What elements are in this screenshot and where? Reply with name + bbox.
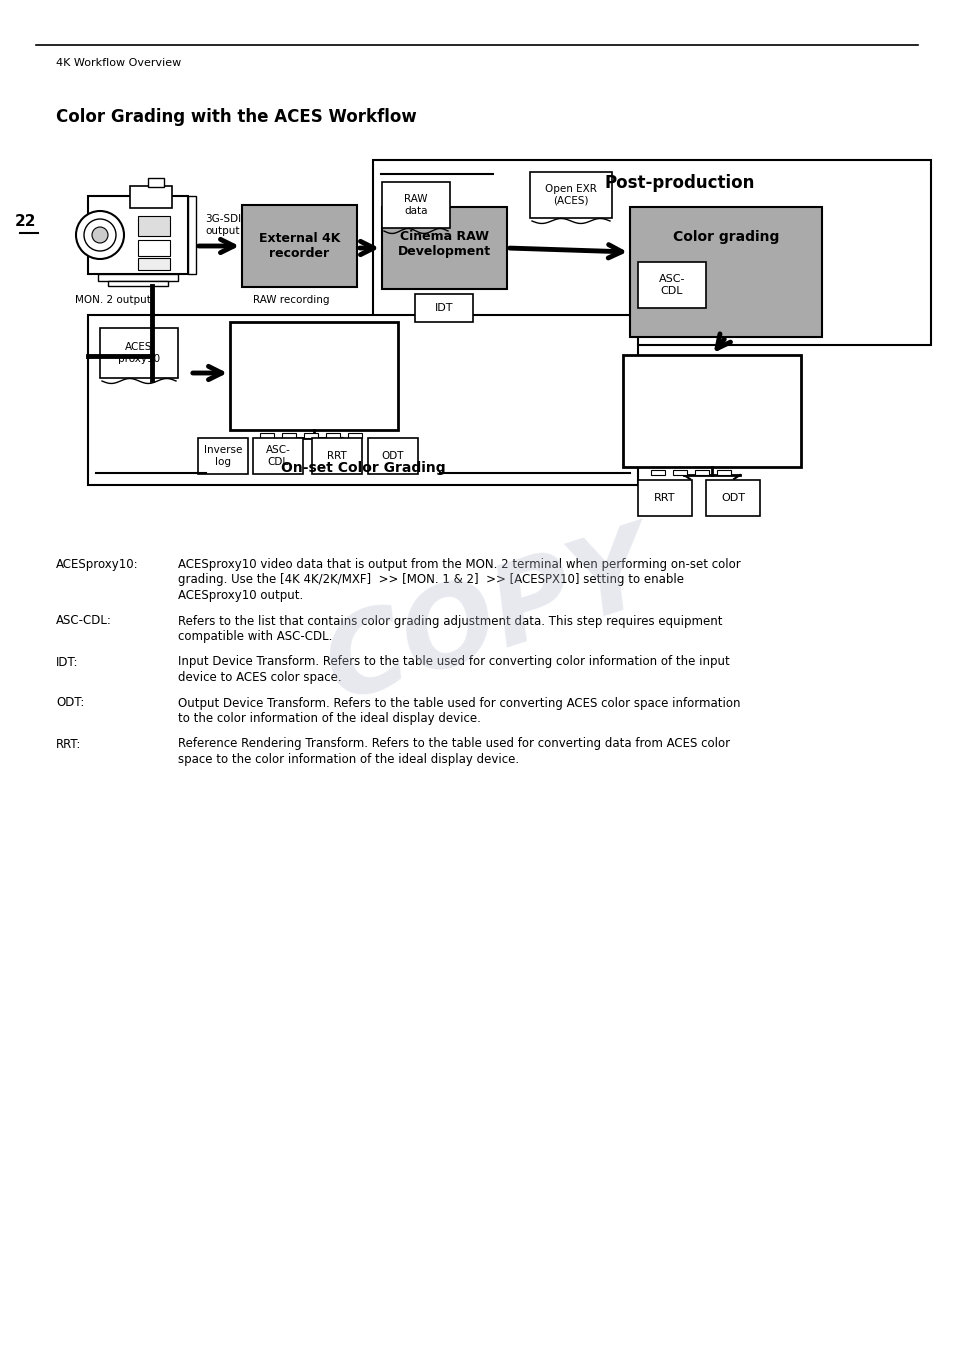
Text: ACESproxy10:: ACESproxy10:	[56, 558, 138, 572]
Circle shape	[76, 212, 124, 259]
Text: RRT:: RRT:	[56, 737, 81, 751]
FancyBboxPatch shape	[88, 195, 188, 274]
FancyBboxPatch shape	[368, 438, 417, 474]
Text: Post-production: Post-production	[604, 174, 754, 191]
Text: ACES
proxy10: ACES proxy10	[118, 342, 160, 364]
FancyBboxPatch shape	[381, 208, 506, 288]
Text: ASC-
CDL: ASC- CDL	[265, 445, 290, 466]
Text: 4K Workflow Overview: 4K Workflow Overview	[56, 58, 181, 67]
FancyBboxPatch shape	[638, 262, 705, 307]
FancyBboxPatch shape	[100, 328, 178, 377]
Text: RAW
data: RAW data	[404, 194, 427, 216]
Text: Inverse
log: Inverse log	[204, 445, 242, 466]
FancyBboxPatch shape	[282, 433, 295, 438]
FancyBboxPatch shape	[650, 470, 664, 474]
Text: space to the color information of the ideal display device.: space to the color information of the id…	[178, 754, 518, 766]
Text: to the color information of the ideal display device.: to the color information of the ideal di…	[178, 712, 480, 725]
FancyBboxPatch shape	[98, 274, 178, 280]
Text: Color grading: Color grading	[672, 231, 779, 244]
FancyBboxPatch shape	[242, 205, 356, 287]
Text: RRT: RRT	[654, 493, 675, 503]
FancyBboxPatch shape	[253, 438, 303, 474]
FancyBboxPatch shape	[138, 257, 170, 270]
Text: IDT: IDT	[435, 303, 453, 313]
FancyBboxPatch shape	[381, 182, 450, 228]
Text: Refers to the list that contains color grading adjustment data. This step requir: Refers to the list that contains color g…	[178, 615, 721, 628]
FancyBboxPatch shape	[260, 433, 274, 438]
FancyBboxPatch shape	[130, 186, 172, 208]
FancyBboxPatch shape	[138, 216, 170, 236]
FancyBboxPatch shape	[530, 173, 612, 218]
Text: ODT:: ODT:	[56, 697, 84, 709]
Text: Cinema RAW
Development: Cinema RAW Development	[397, 231, 491, 257]
Text: External 4K
recorder: External 4K recorder	[258, 232, 340, 260]
Circle shape	[84, 218, 116, 251]
FancyBboxPatch shape	[695, 470, 708, 474]
Text: ACESproxy10 output.: ACESproxy10 output.	[178, 589, 303, 603]
FancyBboxPatch shape	[108, 280, 168, 286]
Text: grading. Use the [4K 4K/2K/MXF]  >> [MON. 1 & 2]  >> [ACESPX10] setting to enabl: grading. Use the [4K 4K/2K/MXF] >> [MON.…	[178, 573, 683, 586]
Text: COPY: COPY	[313, 516, 666, 723]
FancyBboxPatch shape	[622, 355, 801, 466]
Text: compatible with ASC-CDL.: compatible with ASC-CDL.	[178, 630, 332, 643]
Text: MON. 2 output: MON. 2 output	[75, 295, 151, 305]
FancyBboxPatch shape	[304, 433, 317, 438]
FancyBboxPatch shape	[88, 315, 638, 485]
Text: ACESproxy10 video data that is output from the MON. 2 terminal when performing o: ACESproxy10 video data that is output fr…	[178, 558, 740, 572]
Text: 22: 22	[15, 214, 37, 229]
Text: ASC-
CDL: ASC- CDL	[659, 274, 684, 295]
Text: ODT: ODT	[381, 452, 404, 461]
Text: Input Device Transform. Refers to the table used for converting color informatio: Input Device Transform. Refers to the ta…	[178, 655, 729, 669]
Text: RAW recording: RAW recording	[253, 295, 330, 305]
Text: On-set Color Grading: On-set Color Grading	[280, 461, 445, 474]
FancyBboxPatch shape	[705, 480, 760, 516]
FancyBboxPatch shape	[373, 160, 930, 345]
Text: Reference Rendering Transform. Refers to the table used for converting data from: Reference Rendering Transform. Refers to…	[178, 737, 729, 751]
FancyBboxPatch shape	[198, 438, 248, 474]
FancyBboxPatch shape	[230, 322, 397, 430]
FancyBboxPatch shape	[672, 470, 686, 474]
Text: ASC-CDL:: ASC-CDL:	[56, 615, 112, 628]
Text: Color Grading with the ACES Workflow: Color Grading with the ACES Workflow	[56, 108, 416, 125]
Text: device to ACES color space.: device to ACES color space.	[178, 671, 341, 683]
Text: Output Device Transform. Refers to the table used for converting ACES color spac: Output Device Transform. Refers to the t…	[178, 697, 740, 709]
Text: Open EXR
(ACES): Open EXR (ACES)	[544, 185, 597, 206]
Text: IDT:: IDT:	[56, 655, 78, 669]
FancyBboxPatch shape	[326, 433, 339, 438]
FancyBboxPatch shape	[188, 195, 195, 274]
Text: ODT: ODT	[720, 493, 744, 503]
Text: 3G-SDI
output: 3G-SDI output	[205, 214, 241, 236]
FancyBboxPatch shape	[629, 208, 821, 337]
FancyBboxPatch shape	[415, 294, 473, 322]
Text: RRT: RRT	[327, 452, 347, 461]
FancyBboxPatch shape	[138, 240, 170, 256]
FancyBboxPatch shape	[638, 480, 691, 516]
FancyBboxPatch shape	[148, 178, 164, 187]
Circle shape	[91, 226, 108, 243]
FancyBboxPatch shape	[717, 470, 730, 474]
FancyBboxPatch shape	[348, 433, 361, 438]
FancyBboxPatch shape	[312, 438, 361, 474]
